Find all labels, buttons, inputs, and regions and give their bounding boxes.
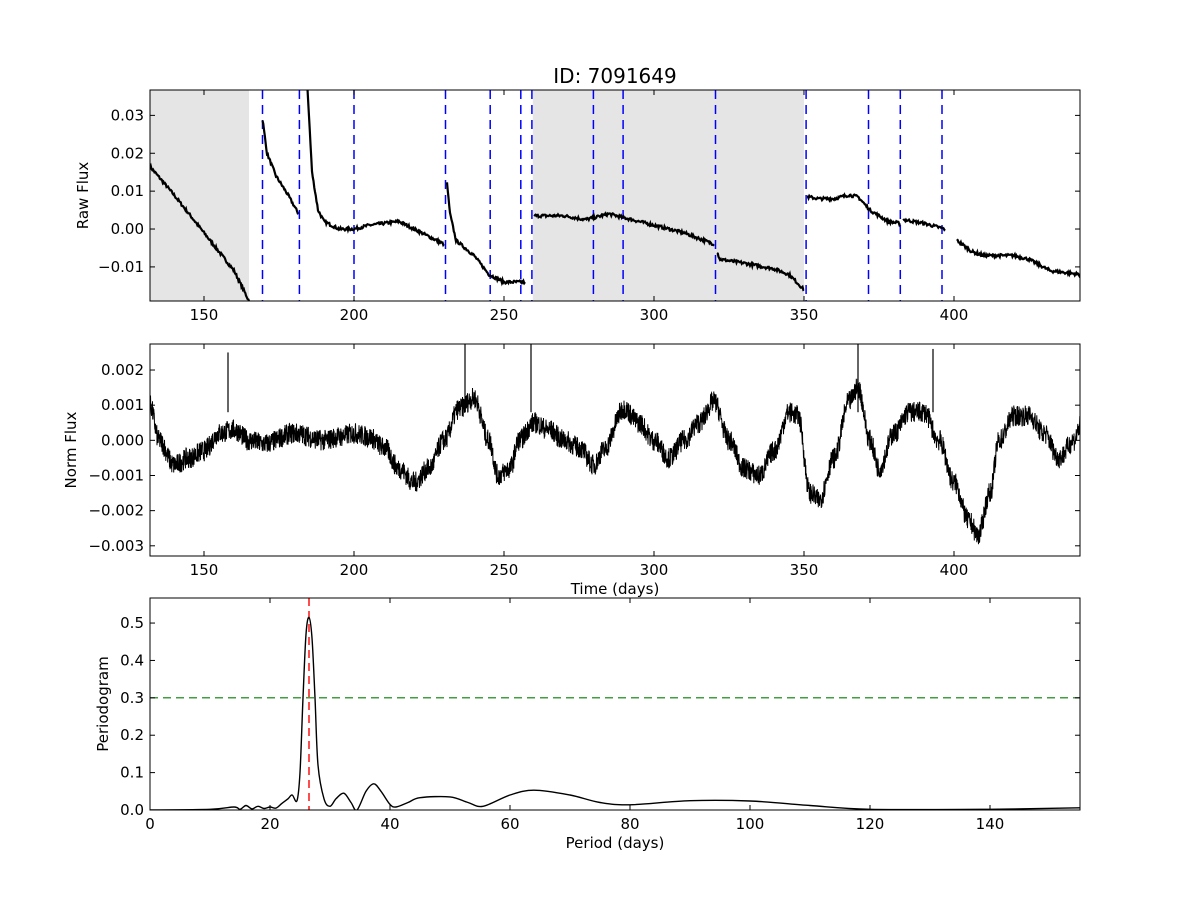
raw-flux-panel: 150 200 250 300 350 400 −0.01 0.00 0.01 0.02 0.03 R… <box>74 89 1081 324</box>
raw-flux-line <box>533 211 715 247</box>
chart-title: ID: 7091649 <box>553 64 676 88</box>
y-tick-label: −0.001 <box>88 466 144 484</box>
x-tick-label: 150 <box>190 306 219 324</box>
plot-area <box>150 598 1080 810</box>
x-tick-label: 250 <box>490 306 519 324</box>
axes-frame <box>149 597 1081 811</box>
x-tick-label: 20 <box>260 815 279 833</box>
x-tick-label: 150 <box>190 561 219 579</box>
y-tick-label: 0.02 <box>111 144 144 162</box>
y-axis-label: Periodogram <box>94 656 112 751</box>
x-tick-label: 400 <box>940 561 969 579</box>
y-tick-label: 0.0 <box>120 801 144 819</box>
x-tick-label: 80 <box>620 815 639 833</box>
raw-flux-line <box>150 162 251 301</box>
x-tick-label: 250 <box>490 561 519 579</box>
periodogram-panel: 0 20 40 60 80 100 120 140 0.0 0.1 0.2 0.3 0.4 0.5 Peri… <box>94 597 1081 852</box>
y-tick-label: −0.002 <box>88 502 144 520</box>
x-tick-label: 350 <box>790 306 819 324</box>
x-axis-label: Period (days) <box>566 834 665 852</box>
axes-frame <box>149 343 1081 557</box>
raw-flux-line <box>716 252 805 292</box>
x-tick-label: 100 <box>736 815 765 833</box>
y-axis-label: Norm Flux <box>62 411 80 488</box>
x-tick-label: 120 <box>856 815 885 833</box>
norm-flux-line <box>150 378 1080 545</box>
x-tick-label: 140 <box>976 815 1005 833</box>
raw-flux-line <box>902 217 946 232</box>
x-tick-label: 200 <box>340 306 369 324</box>
y-tick-label: 0.01 <box>111 182 144 200</box>
plot-area <box>150 344 1080 545</box>
x-tick-label: 350 <box>790 561 819 579</box>
norm-flux-panel: 150 200 250 300 350 400 −0.003 −0.002 −0.001 0.00… <box>62 343 1081 598</box>
y-tick-label: 0.5 <box>120 614 144 632</box>
x-tick-label: 300 <box>640 561 669 579</box>
axes-frame <box>149 89 1081 302</box>
y-tick-label: −0.01 <box>98 258 144 276</box>
shaded-region <box>532 90 804 301</box>
y-tick-label: 0.00 <box>111 220 144 238</box>
x-tick-label: 0 <box>145 815 155 833</box>
periodogram-line <box>150 616 1080 810</box>
y-tick-label: 0.3 <box>120 689 144 707</box>
y-tick-label: −0.003 <box>88 537 144 555</box>
x-tick-label: 60 <box>500 815 519 833</box>
raw-flux-line <box>306 90 445 248</box>
y-tick-label: 0.002 <box>101 361 144 379</box>
x-tick-label: 300 <box>640 306 669 324</box>
x-tick-label: 400 <box>940 306 969 324</box>
x-axis-label: Time (days) <box>570 580 660 598</box>
raw-flux-line <box>445 182 526 287</box>
y-tick-label: 0.4 <box>120 651 144 669</box>
x-tick-label: 200 <box>340 561 369 579</box>
y-axis-label: Raw Flux <box>74 162 92 230</box>
raw-flux-line <box>956 238 1080 279</box>
y-tick-label: 0.1 <box>120 764 144 782</box>
y-tick-label: 0.000 <box>101 431 144 449</box>
plot-area <box>150 90 1080 301</box>
shaded-region <box>150 90 249 301</box>
y-tick-label: 0.2 <box>120 726 144 744</box>
raw-flux-line <box>806 192 901 228</box>
y-tick-label: 0.001 <box>101 396 144 414</box>
raw-flux-line <box>261 120 300 215</box>
x-tick-label: 40 <box>380 815 399 833</box>
y-tick-label: 0.03 <box>111 106 144 124</box>
